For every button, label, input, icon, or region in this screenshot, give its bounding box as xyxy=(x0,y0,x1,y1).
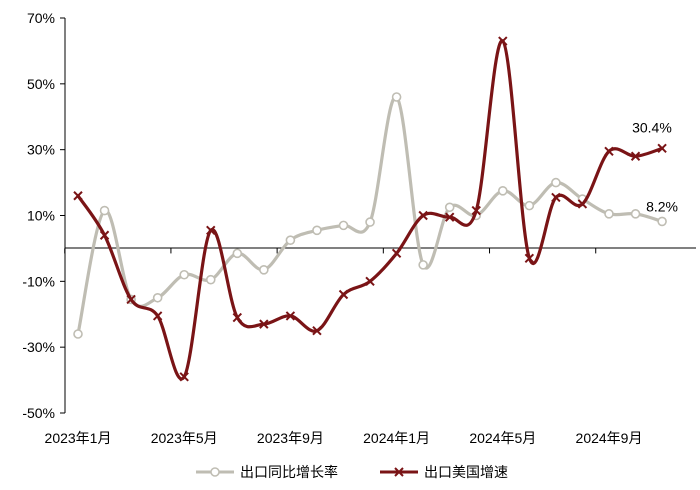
data-point xyxy=(338,289,349,300)
x-tick-label: 2024年5月 xyxy=(469,430,536,446)
data-label: 8.2% xyxy=(646,198,678,214)
x-tick-label: 2024年1月 xyxy=(363,430,430,446)
x-tick-group: 2023年1月 2023年5月 2023年9月 2024年1月 2024年5月 2024年… xyxy=(45,248,643,446)
data-point xyxy=(391,248,402,259)
data-point xyxy=(471,205,481,216)
data-point xyxy=(206,225,216,236)
data-point xyxy=(232,248,243,259)
legend: 出口同比增长率 出口美国增速 xyxy=(196,464,508,481)
y-tick-label: 30% xyxy=(27,142,55,158)
data-point xyxy=(259,319,269,329)
y-tick-label: 50% xyxy=(27,76,55,92)
data-point xyxy=(312,326,322,336)
data-point xyxy=(604,146,614,157)
data-point xyxy=(99,205,110,216)
data-point xyxy=(577,199,588,209)
data-point xyxy=(444,202,455,213)
chart-axes xyxy=(64,18,696,413)
y-tick-group: 70% 50% 30% 10% -10% -30% -50% xyxy=(22,10,65,421)
data-point xyxy=(418,210,428,221)
data-point xyxy=(73,329,83,339)
y-tick-label: -50% xyxy=(22,405,55,421)
data-point xyxy=(604,209,614,219)
data-point xyxy=(126,294,136,305)
x-tick-label: 2024年9月 xyxy=(576,430,643,446)
series-line-export-yoy xyxy=(76,95,664,336)
data-point xyxy=(444,212,455,222)
y-tick-label: -10% xyxy=(22,273,55,289)
data-point xyxy=(285,311,296,321)
data-point xyxy=(657,143,667,154)
data-point xyxy=(524,253,535,263)
x-tick-label: 2023年9月 xyxy=(257,430,324,446)
data-point xyxy=(259,265,269,275)
y-tick-label: -30% xyxy=(22,339,55,355)
data-point xyxy=(391,92,402,102)
data-point xyxy=(73,191,83,201)
legend-marker-export-yoy xyxy=(210,467,220,477)
legend-label-export-yoy: 出口同比增长率 xyxy=(240,464,338,481)
x-tick-label: 2023年1月 xyxy=(45,430,112,446)
data-point xyxy=(152,292,163,303)
data-point xyxy=(498,36,508,46)
data-point xyxy=(152,311,163,321)
y-tick-label: 10% xyxy=(27,208,55,224)
series-export-yoy xyxy=(73,92,667,339)
data-point xyxy=(524,200,535,211)
data-point xyxy=(205,274,216,285)
data-point xyxy=(365,217,375,227)
data-point xyxy=(285,235,296,245)
legend-entry-us-export: 出口美国增速 xyxy=(380,465,508,481)
data-point xyxy=(551,192,561,203)
data-point xyxy=(312,225,322,236)
data-point xyxy=(418,260,428,270)
x-tick-label: 2023年5月 xyxy=(151,430,218,446)
legend-label-us-export: 出口美国增速 xyxy=(424,465,508,481)
legend-marker-us-export xyxy=(394,467,404,477)
series-line-us-export xyxy=(76,39,664,381)
data-point xyxy=(551,177,561,188)
data-point xyxy=(179,269,189,280)
series-us-export xyxy=(73,36,667,382)
y-tick-label: 70% xyxy=(27,10,55,26)
legend-entry-export-yoy: 出口同比增长率 xyxy=(196,464,338,481)
annotation-layer: 30.4% 8.2% xyxy=(632,119,678,214)
data-point xyxy=(179,372,189,382)
data-point xyxy=(630,151,641,161)
series-layer xyxy=(73,36,667,382)
data-point xyxy=(365,276,375,287)
data-point xyxy=(99,230,110,240)
data-point xyxy=(630,209,641,219)
data-point xyxy=(657,216,667,227)
data-point xyxy=(338,220,349,231)
data-point xyxy=(497,186,508,196)
data-point xyxy=(232,312,243,323)
data-label: 30.4% xyxy=(632,119,672,135)
